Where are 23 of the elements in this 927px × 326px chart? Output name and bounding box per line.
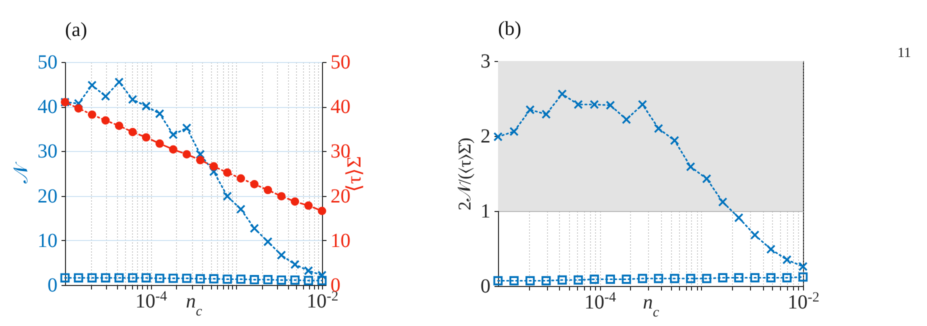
chart-title: (b) — [498, 18, 522, 40]
y2-tick-label: 50 — [330, 52, 350, 74]
x-tick-label: 10$^{-4}$ — [584, 290, 616, 314]
y-tick-label: 3 — [480, 50, 490, 72]
y-tick-label: 20 — [38, 185, 58, 208]
x-tick-label: 10$^{-2}$ — [788, 290, 820, 314]
text: 11 — [898, 46, 911, 62]
y-axis-title: 2𝒩/(⟨τ⟩Σ̇) — [454, 138, 474, 210]
x-axis-title: n$_{c}$ — [186, 290, 203, 319]
y-tick-label: 10 — [38, 230, 58, 252]
chart-title: (a) — [65, 19, 88, 41]
x-axis-title: n$_{c}$ — [642, 292, 660, 320]
y2-tick-label: 10 — [330, 230, 350, 252]
y-tick-label: 40 — [38, 96, 58, 118]
y-tick-label: 0 — [480, 276, 490, 298]
y2-tick-label: 40 — [330, 96, 350, 118]
y-tick-label: 0 — [48, 274, 58, 296]
y-axis-title: 𝒩 — [10, 162, 32, 184]
x-tick-label: 10$^{-4}$ — [135, 289, 168, 312]
y-tick-label: 1 — [480, 200, 490, 222]
y-tick-label: 2 — [480, 126, 490, 148]
y-tick-label: 50 — [38, 52, 58, 74]
y-tick-label: 30 — [38, 140, 58, 163]
